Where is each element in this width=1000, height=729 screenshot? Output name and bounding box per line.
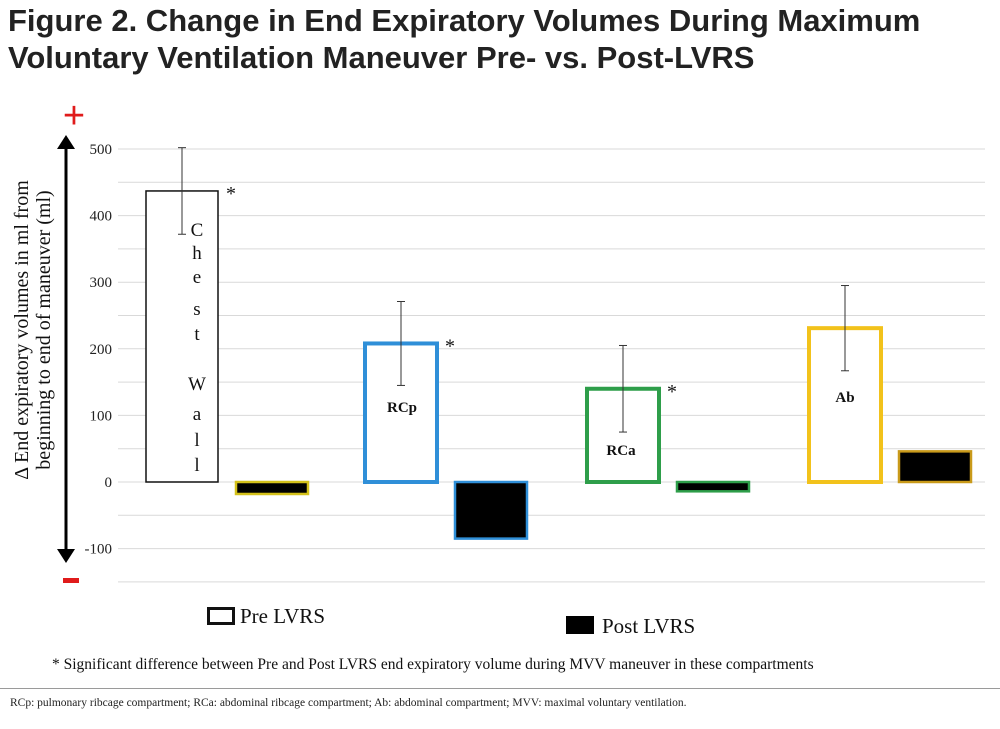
significance-note: * Significant difference between Pre and… (52, 656, 814, 673)
y-tick-label: 300 (90, 275, 113, 291)
category-label-chest-wall-letter: l (194, 455, 199, 476)
category-label-chest-wall-letter: t (194, 324, 200, 345)
significance-marker: * (445, 335, 455, 357)
bar-post-chest-wall (234, 480, 310, 496)
bar-post-rca (675, 480, 751, 493)
category-label-chest-wall-letter: h (192, 243, 202, 264)
legend-label-post: Post LVRS (602, 614, 696, 638)
significance-marker: * (226, 183, 236, 205)
category-label-rcp: RCp (387, 400, 417, 416)
category-label-chest-wall-letter: a (193, 404, 202, 425)
category-label-chest-wall-letter: s (193, 299, 200, 320)
y-tick-label: 100 (90, 408, 113, 424)
y-tick-label: -100 (85, 542, 113, 558)
category-label-chest-wall-letter: C (191, 220, 204, 241)
bar-post-rcp (453, 480, 529, 540)
arrow-down-icon (57, 549, 75, 563)
y-tick-label: 500 (90, 142, 113, 158)
minus-marker (63, 578, 79, 583)
legend-swatch-post (566, 616, 594, 634)
legend-swatch-pre (207, 607, 235, 625)
bar-pre-chest-wall (145, 190, 219, 483)
y-axis-label-line1: Δ End expiratory volumes in ml from (11, 180, 33, 480)
significance-marker: * (667, 381, 677, 403)
category-label-chest-wall-letter: l (194, 430, 199, 451)
bar-post-ab (897, 450, 973, 484)
y-axis-label-line2: beginning to end of maneuver (ml) (33, 190, 55, 469)
category-label-chest-wall-letter: e (193, 267, 201, 288)
category-label-chest-wall-letter: W (188, 374, 206, 395)
abbreviations-footnote: RCp: pulmonary ribcage compartment; RCa:… (10, 697, 687, 709)
y-tick-label: 200 (90, 342, 113, 358)
divider (0, 688, 1000, 689)
y-tick-label: 400 (90, 209, 113, 225)
plus-marker: + (63, 95, 85, 137)
bar-chart: -100 0 100 200 300 400 500 + Δ End expiratory vo… (11, 95, 985, 583)
legend-label-pre: Pre LVRS (240, 604, 325, 628)
y-tick-label: 0 (105, 475, 113, 491)
figure-title: Figure 2. Change in End Expiratory Volum… (8, 3, 921, 75)
category-label-rca: RCa (606, 443, 636, 459)
category-label-ab: Ab (835, 390, 854, 406)
arrow-up-icon (57, 135, 75, 149)
